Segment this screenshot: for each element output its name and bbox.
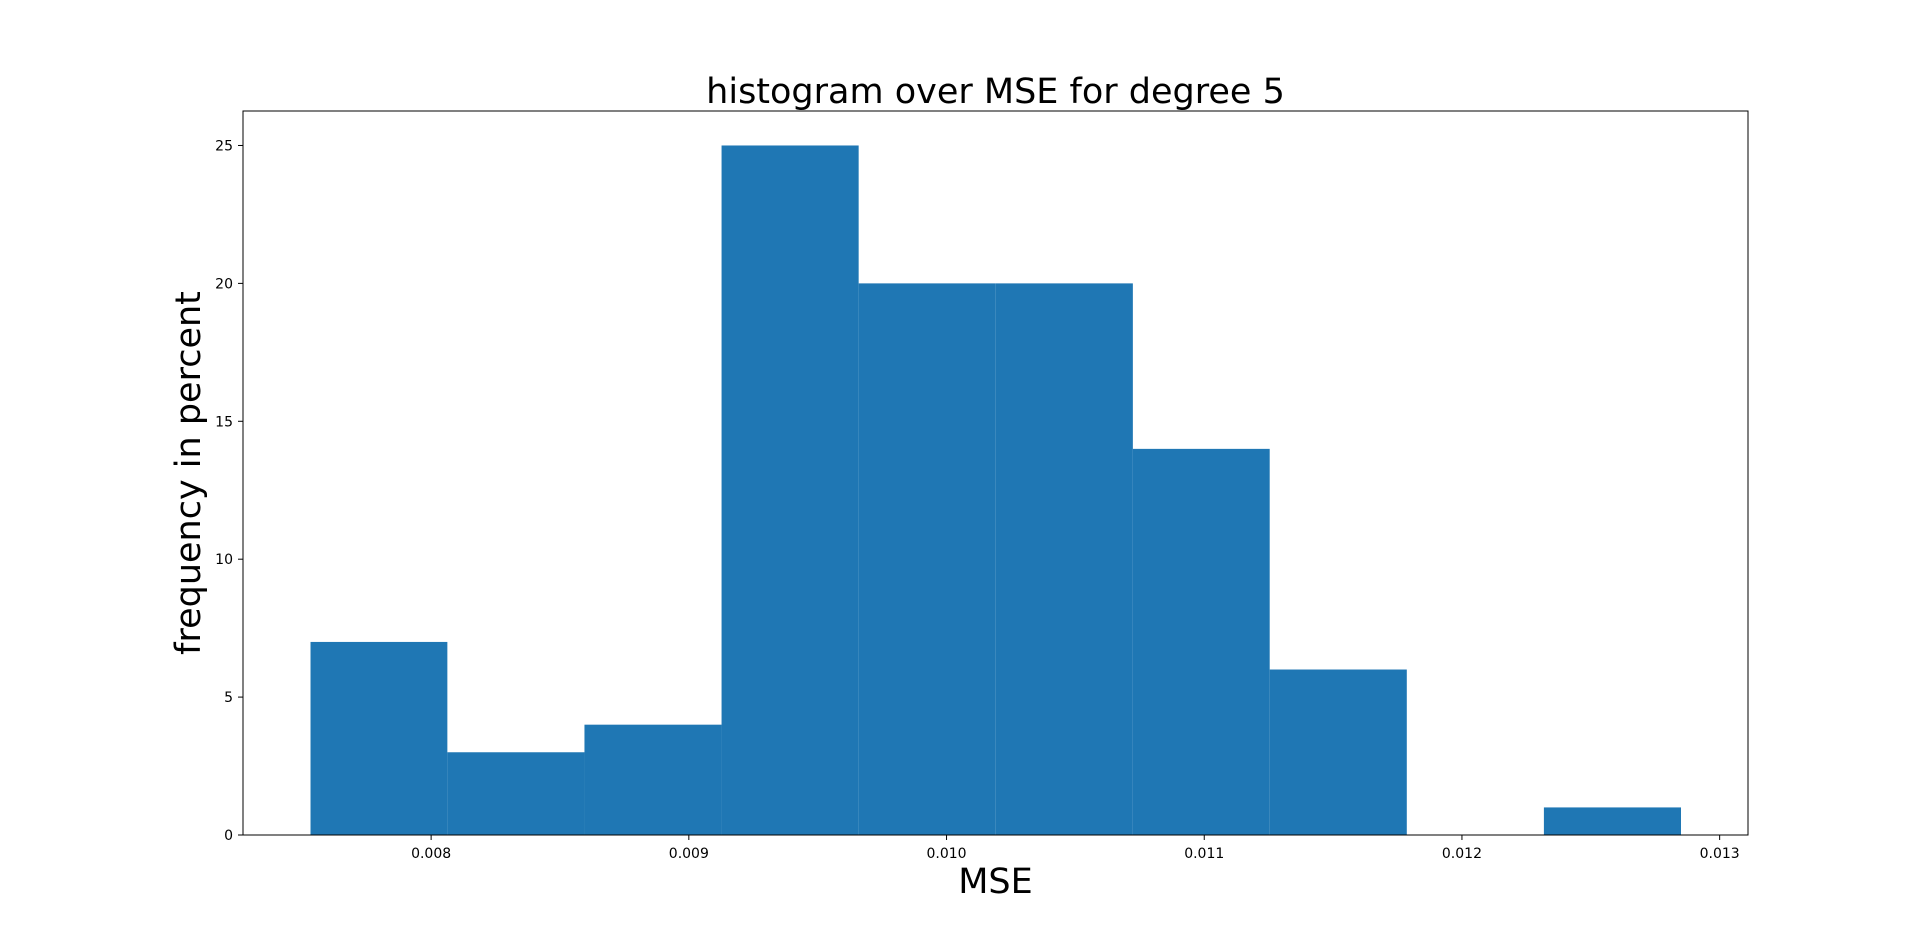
bars-group (310, 145, 1681, 835)
x-tick-label: 0.010 (926, 846, 966, 862)
x-tick-label: 0.008 (411, 846, 451, 862)
x-tick-label: 0.013 (1700, 846, 1740, 862)
histogram-bar (1132, 448, 1270, 835)
histogram-bar (1269, 669, 1407, 835)
histogram-bar (310, 641, 448, 835)
x-axis-label: MSE (958, 862, 1033, 902)
y-tick-label: 0 (224, 828, 233, 844)
histogram-bar (721, 145, 859, 835)
x-axis-ticks: 0.008 0.009 0.010 0.011 0.012 0.013 (411, 835, 1740, 862)
chart-title: histogram over MSE for degree 5 (706, 72, 1285, 112)
histogram-bar (1543, 807, 1681, 835)
histogram-bar (447, 752, 585, 835)
axes-frame (242, 110, 1749, 836)
x-tick-label: 0.009 (669, 846, 709, 862)
x-tick-label: 0.012 (1442, 846, 1482, 862)
y-tick-label: 10 (215, 552, 233, 568)
y-axis-ticks: 0 5 10 15 20 25 (215, 138, 243, 844)
y-axis-label: frequency in percent (169, 291, 209, 655)
x-tick-label: 0.011 (1184, 846, 1224, 862)
histogram-bar (995, 283, 1133, 835)
histogram-bar (584, 724, 722, 835)
histogram-bar (858, 283, 996, 835)
y-tick-label: 25 (215, 138, 233, 154)
y-tick-label: 20 (215, 276, 233, 292)
y-tick-label: 5 (224, 690, 233, 706)
y-tick-label: 15 (215, 414, 233, 430)
